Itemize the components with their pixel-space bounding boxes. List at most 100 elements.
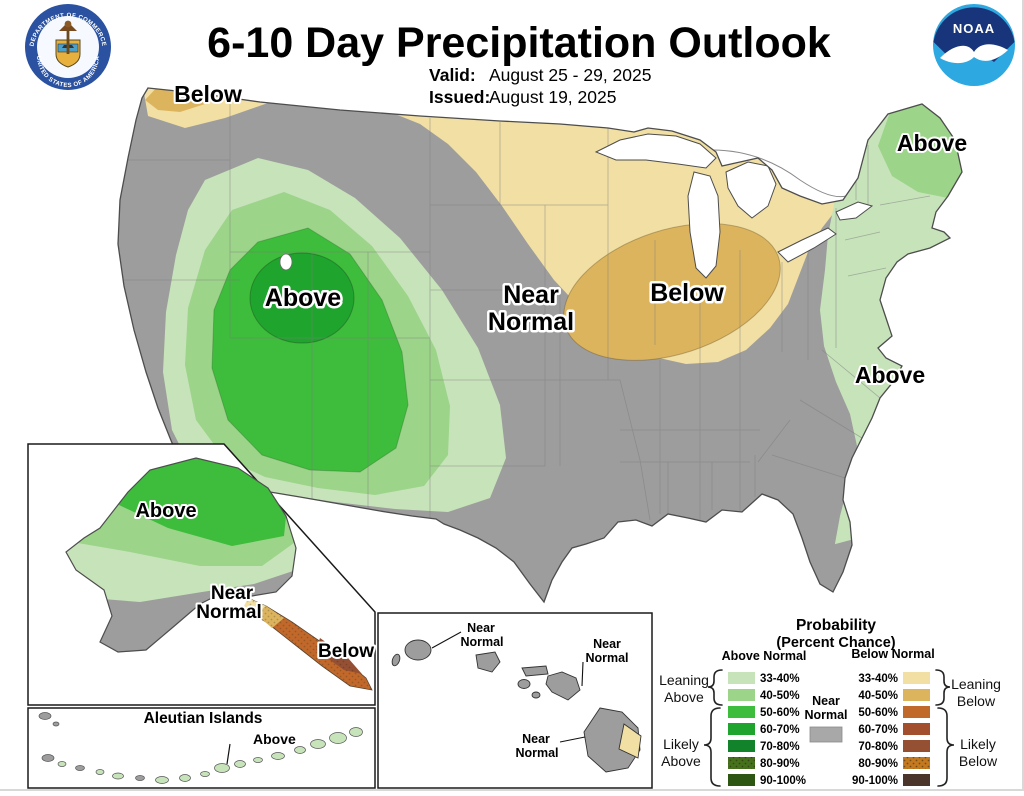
aleutian-leader-line — [226, 743, 231, 765]
aleutian-label-above: Above — [253, 731, 296, 747]
aleutian-inset: Aleutian Islands Above — [27, 707, 376, 789]
alaska-below-speckle — [246, 598, 372, 690]
island-molokai — [521, 665, 549, 677]
brace-leaning-below — [935, 669, 951, 706]
swatch-above-40-50 — [728, 689, 755, 701]
above-row-label: 70-80% — [760, 741, 800, 753]
label-pnw-below: Below — [174, 81, 242, 107]
below-row-label: 50-60% — [858, 707, 898, 719]
brace-likely-above — [703, 707, 721, 787]
below-row-label: 90-100% — [852, 775, 898, 787]
hawaii-inset: Near Normal Near Normal Near Normal — [377, 612, 653, 789]
alaska-label-normal: Normal — [196, 602, 261, 623]
swatch-below-70-80 — [903, 740, 930, 752]
legend: Probability (Percent Chance) Above Norma… — [659, 617, 1001, 787]
alaska-label-below: Below — [318, 641, 374, 662]
legend-leaning-below-line1: Leaning — [951, 676, 1001, 692]
legend-leaning-above-line1: Leaning — [659, 672, 709, 688]
hawaii-islands — [391, 639, 642, 773]
legend-leaning-above-line2: Above — [664, 689, 704, 705]
legend-side-labels: Leaning Above Likely Above Leaning Below… — [659, 672, 1001, 769]
below-row-label: 60-70% — [858, 724, 898, 736]
legend-below-swatches — [903, 672, 930, 786]
legend-likely-below-line2: Below — [959, 753, 998, 769]
swatch-below-40-50 — [903, 689, 930, 701]
state-borders — [118, 88, 931, 522]
above-row-label: 33-40% — [760, 673, 800, 685]
legend-below-header: Below Normal — [851, 647, 934, 661]
doc-seal-emblem — [55, 20, 81, 68]
swatch-near-normal — [809, 726, 843, 743]
region-above-west-60-70 — [249, 252, 355, 344]
valid-value: August 25 - 29, 2025 — [489, 65, 651, 85]
swatch-above-90-100 — [728, 774, 755, 786]
hawaii-big-island-normal: Normal — [515, 746, 558, 760]
legend-title-line2: (Percent Chance) — [776, 635, 895, 651]
island-big-island — [583, 707, 641, 773]
hawaii-kauai-near: Near — [467, 621, 495, 635]
lake-huron — [725, 161, 777, 219]
swatch-above-70-80 — [728, 740, 755, 752]
swatch-below-80-90-speckle — [903, 757, 930, 769]
island-kahoolawe — [531, 691, 541, 699]
noaa-logo-text: NOAA — [953, 21, 995, 36]
hawaii-leader-lines — [431, 631, 586, 743]
page-title: 6-10 Day Precipitation Outlook — [207, 19, 831, 67]
hawaii-maui-normal: Normal — [585, 651, 628, 665]
above-row-label: 60-70% — [760, 724, 800, 736]
alaska-outline — [65, 457, 297, 653]
region-below-midwest — [563, 223, 781, 361]
hawaii-big-island-near: Near — [522, 732, 550, 746]
brace-likely-below — [937, 707, 955, 787]
island-lanai — [517, 679, 531, 689]
label-center-normal: Normal — [488, 308, 574, 336]
alaska-label-near: Near — [211, 583, 254, 604]
swatch-below-60-70 — [903, 723, 930, 735]
above-row-label: 50-60% — [760, 707, 800, 719]
legend-likely-above-line2: Above — [661, 753, 701, 769]
great-salt-lake — [279, 253, 293, 271]
alaska-label-above: Above — [135, 500, 196, 522]
valid-label: Valid: — [429, 65, 476, 85]
legend-leaning-below-line2: Below — [957, 693, 996, 709]
island-niihau — [391, 653, 401, 667]
below-row-label: 80-90% — [858, 758, 898, 770]
great-lakes — [594, 133, 874, 279]
alaska-below-70-80 — [316, 638, 362, 674]
conus-outline — [117, 87, 963, 604]
legend-above-row-labels: 33-40% 40-50% 50-60% 60-70% 70-80% 80-90… — [760, 673, 806, 787]
above-row-label: 40-50% — [760, 690, 800, 702]
issued-label: Issued: — [429, 87, 490, 107]
above-row-label: 80-90% — [760, 758, 800, 770]
swatch-above-33-40 — [728, 672, 755, 684]
island-kauai — [404, 639, 432, 661]
legend-below-row-labels: 33-40% 40-50% 50-60% 60-70% 70-80% 80-90… — [852, 673, 898, 787]
label-midwest-below: Below — [650, 279, 724, 307]
island-big-island-below-wedge — [618, 723, 642, 759]
hawaii-kauai-normal: Normal — [460, 635, 503, 649]
conus-map: Below Above Near Normal Below Above Abov… — [117, 79, 969, 604]
issued-value: August 19, 2025 — [489, 87, 616, 107]
noaa-logo: NOAA — [933, 4, 1015, 86]
legend-near-line1: Near — [812, 694, 840, 708]
swatch-above-50-60 — [728, 706, 755, 718]
label-west-above: Above — [265, 284, 342, 312]
swatch-above-60-70 — [728, 723, 755, 735]
legend-above-header: Above Normal — [722, 649, 807, 663]
label-southeast-above: Above — [855, 362, 925, 388]
below-row-label: 40-50% — [858, 690, 898, 702]
below-row-label: 33-40% — [858, 673, 898, 685]
noaa-bird-icon — [940, 44, 1008, 64]
label-northeast-above: Above — [897, 130, 967, 156]
island-oahu — [475, 651, 501, 673]
hawaii-maui-near: Near — [593, 637, 621, 651]
aleutian-islands — [38, 712, 363, 784]
below-row-label: 70-80% — [858, 741, 898, 753]
lake-michigan — [687, 171, 721, 279]
doc-seal: DEPARTMENT OF COMMERCE UNITED STATES OF … — [25, 4, 111, 90]
legend-above-swatches — [728, 672, 755, 786]
lake-ontario — [835, 201, 874, 221]
alaska-inset: Above Near Normal Below — [27, 443, 376, 706]
legend-likely-above-line1: Likely — [663, 736, 699, 752]
